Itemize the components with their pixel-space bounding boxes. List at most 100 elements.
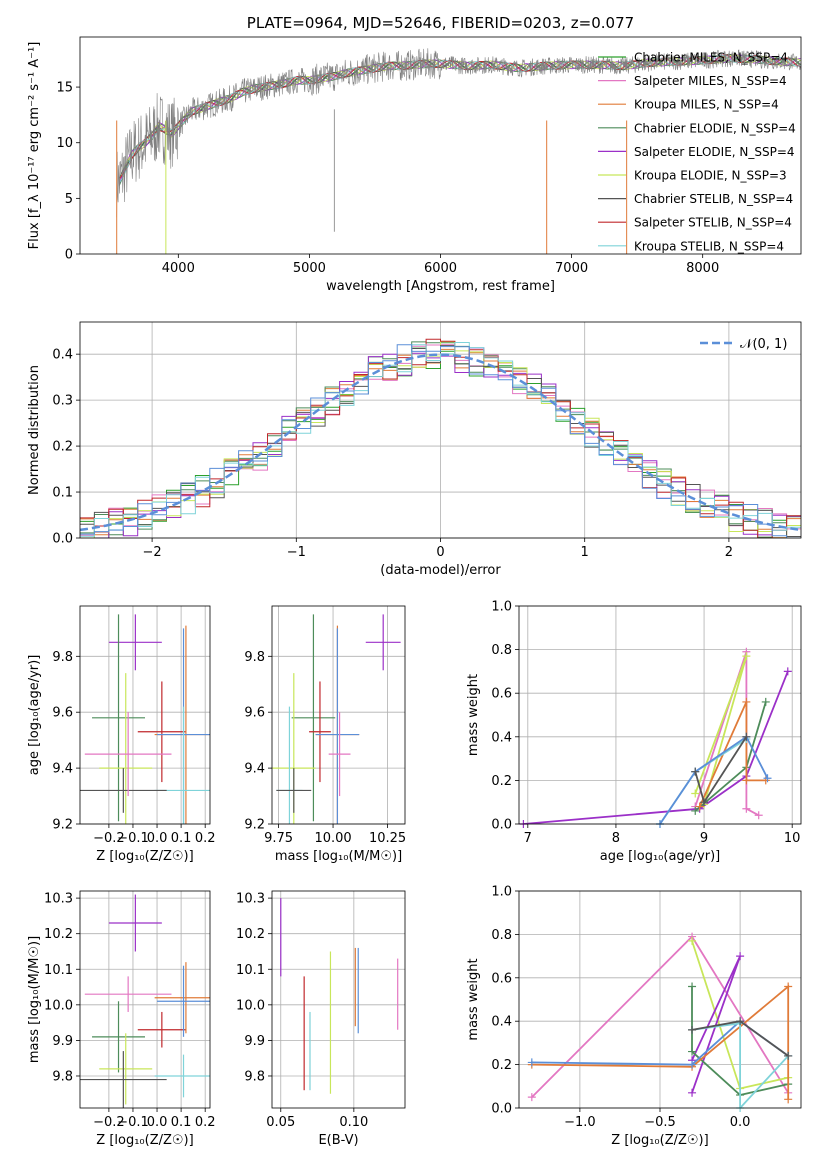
y-axis-label: age [log₁₀(age/yr)] (27, 655, 42, 776)
x-tick-label: 0.0 (730, 1115, 751, 1130)
x-axis-label: Z [log₁₀(Z/Z☉)] (96, 1133, 193, 1148)
panel-weight-vs-Z: −1.0 −0.5 0.0 0.0 0.2 0.4 0.6 0.8 1.0 Z [log₁₀(Z/… (466, 885, 802, 1148)
panel-age-vs-mass: 9.75 10.00 10.25 9.2 9.4 9.6 9.8 mass [log₁₀(M/… (244, 605, 406, 864)
y-axis-label: Normed distribution (27, 365, 42, 495)
y-tick-label: 9.8 (52, 650, 73, 665)
y-tick-label: 0.0 (491, 1102, 512, 1117)
x-tick-label: 1 (581, 545, 589, 560)
y-axis-label: mass weight (466, 674, 481, 756)
panel-age-vs-Z: −0.2−0.10.0 0.1 0.2 9.2 9.4 9.6 9.8 Z [log₁₀(Z/… (27, 605, 216, 864)
plus-marker (783, 667, 792, 676)
y-tick-label: 1.0 (491, 600, 512, 615)
errorbar-point (84, 712, 172, 797)
x-axis-label: Z [log₁₀(Z/Z☉)] (611, 1133, 708, 1148)
plus-marker (691, 806, 700, 815)
y-tick-label: 0.2 (491, 1058, 512, 1073)
y-axis-label: mass weight (466, 958, 481, 1040)
y-tick-label: 9.4 (52, 762, 73, 777)
y-tick-label: 9.9 (244, 1034, 265, 1049)
x-tick-label: 0.2 (195, 1115, 216, 1130)
x-axis-label: mass [log₁₀(M/M☉)] (275, 849, 402, 864)
x-tick-label: 0 (436, 545, 444, 560)
errorbar-point (92, 1001, 145, 1073)
weight-line (691, 1022, 789, 1108)
plus-marker (761, 697, 770, 706)
x-axis-label: age [log₁₀(age/yr)] (600, 849, 721, 864)
x-tick-label: 9.75 (264, 831, 293, 846)
plus-marker (763, 774, 772, 783)
y-tick-label: 10.1 (44, 963, 73, 978)
errorbar-point (80, 1051, 167, 1108)
y-tick-label: 0.1 (52, 486, 73, 501)
y-tick-label: 10.3 (236, 892, 265, 907)
plus-marker (736, 952, 745, 961)
plus-marker (784, 982, 793, 991)
y-tick-label: 10.3 (44, 892, 73, 907)
plus-marker (695, 802, 704, 811)
plus-marker (761, 776, 770, 785)
weight-line (659, 735, 769, 824)
legend-label: Kroupa MILES, N_SSP=4 (634, 98, 779, 112)
errorbar-point (99, 673, 153, 824)
x-tick-label: 0.05 (266, 1115, 295, 1130)
plus-marker (742, 804, 751, 813)
axes-frame (79, 36, 802, 255)
x-tick-label: −0.2 (93, 1115, 125, 1130)
axes-frame (79, 605, 211, 825)
y-tick-label: 9.6 (244, 706, 265, 721)
x-tick-label: 6000 (424, 261, 457, 276)
y-tick-label: 10.0 (44, 998, 73, 1013)
x-tick-label: −0.1 (117, 1115, 149, 1130)
y-tick-label: 0.0 (52, 532, 73, 547)
plus-marker (527, 1058, 536, 1067)
legend-label: Salpeter STELIB, N_SSP=4 (634, 216, 792, 230)
errorbar-point (108, 614, 162, 671)
y-tick-label: 10.2 (44, 927, 73, 942)
errorbar-point (137, 1011, 186, 1048)
plus-marker (742, 652, 751, 661)
legend-label: 𝒩(0, 1) (740, 337, 787, 352)
errorbar-point (137, 681, 186, 783)
weight-line (523, 671, 789, 824)
x-axis-label: Z [log₁₀(Z/Z☉)] (96, 849, 193, 864)
panel-weight-vs-age: 7 8 9 10 0.0 0.2 0.4 0.6 0.8 1.0 age [log₁₀(age/yr… (466, 600, 802, 864)
plus-marker (688, 936, 697, 945)
y-tick-label: 15 (56, 81, 73, 96)
x-tick-label: 4000 (162, 261, 195, 276)
weight-line (691, 986, 789, 1096)
y-tick-label: 9.9 (52, 1034, 73, 1049)
x-tick-label: −1.0 (564, 1115, 596, 1130)
y-tick-label: 10.1 (236, 963, 265, 978)
y-tick-label: 10.2 (236, 927, 265, 942)
x-tick-label: 0.0 (147, 1115, 168, 1130)
x-tick-label: −0.2 (93, 831, 125, 846)
model-line (118, 54, 801, 180)
y-tick-label: 0.0 (491, 818, 512, 833)
histogram-step (80, 338, 801, 538)
x-tick-label: 10.25 (369, 831, 406, 846)
histogram-step (80, 344, 801, 538)
x-tick-label: 8000 (686, 261, 719, 276)
x-tick-label: 7000 (555, 261, 588, 276)
legend-label: Chabrier ELODIE, N_SSP=4 (634, 121, 796, 135)
x-tick-label: 2 (725, 545, 733, 560)
panel-mass-vs-EBV: 0.05 0.10 9.8 9.9 10.0 10.1 10.2 10.3 E(B-V) (236, 890, 406, 1148)
data-spectrum (116, 48, 801, 218)
y-tick-label: 0.8 (491, 643, 512, 658)
plus-marker (688, 1088, 697, 1097)
y-tick-label: 9.2 (244, 818, 265, 833)
y-tick-label: 10 (56, 136, 73, 151)
y-tick-label: 9.8 (244, 1069, 265, 1084)
y-tick-label: 9.8 (52, 1069, 73, 1084)
y-tick-label: 0.2 (52, 440, 73, 455)
x-tick-label: 10 (784, 831, 801, 846)
y-tick-label: 0 (65, 248, 73, 263)
legend-label: Chabrier MILES, N_SSP=4 (634, 51, 788, 65)
x-axis-label: (data-model)/error (380, 563, 501, 578)
plus-marker (688, 1060, 697, 1069)
errorbar-point (328, 712, 351, 797)
panel-mass-vs-Z: −0.2−0.10.0 0.1 0.2 9.8 9.9 10.0 10.1 10.2 10.3 Z… (27, 890, 216, 1148)
x-tick-label: −0.5 (644, 1115, 676, 1130)
y-tick-label: 9.6 (52, 706, 73, 721)
errorbar-point (99, 1033, 153, 1105)
